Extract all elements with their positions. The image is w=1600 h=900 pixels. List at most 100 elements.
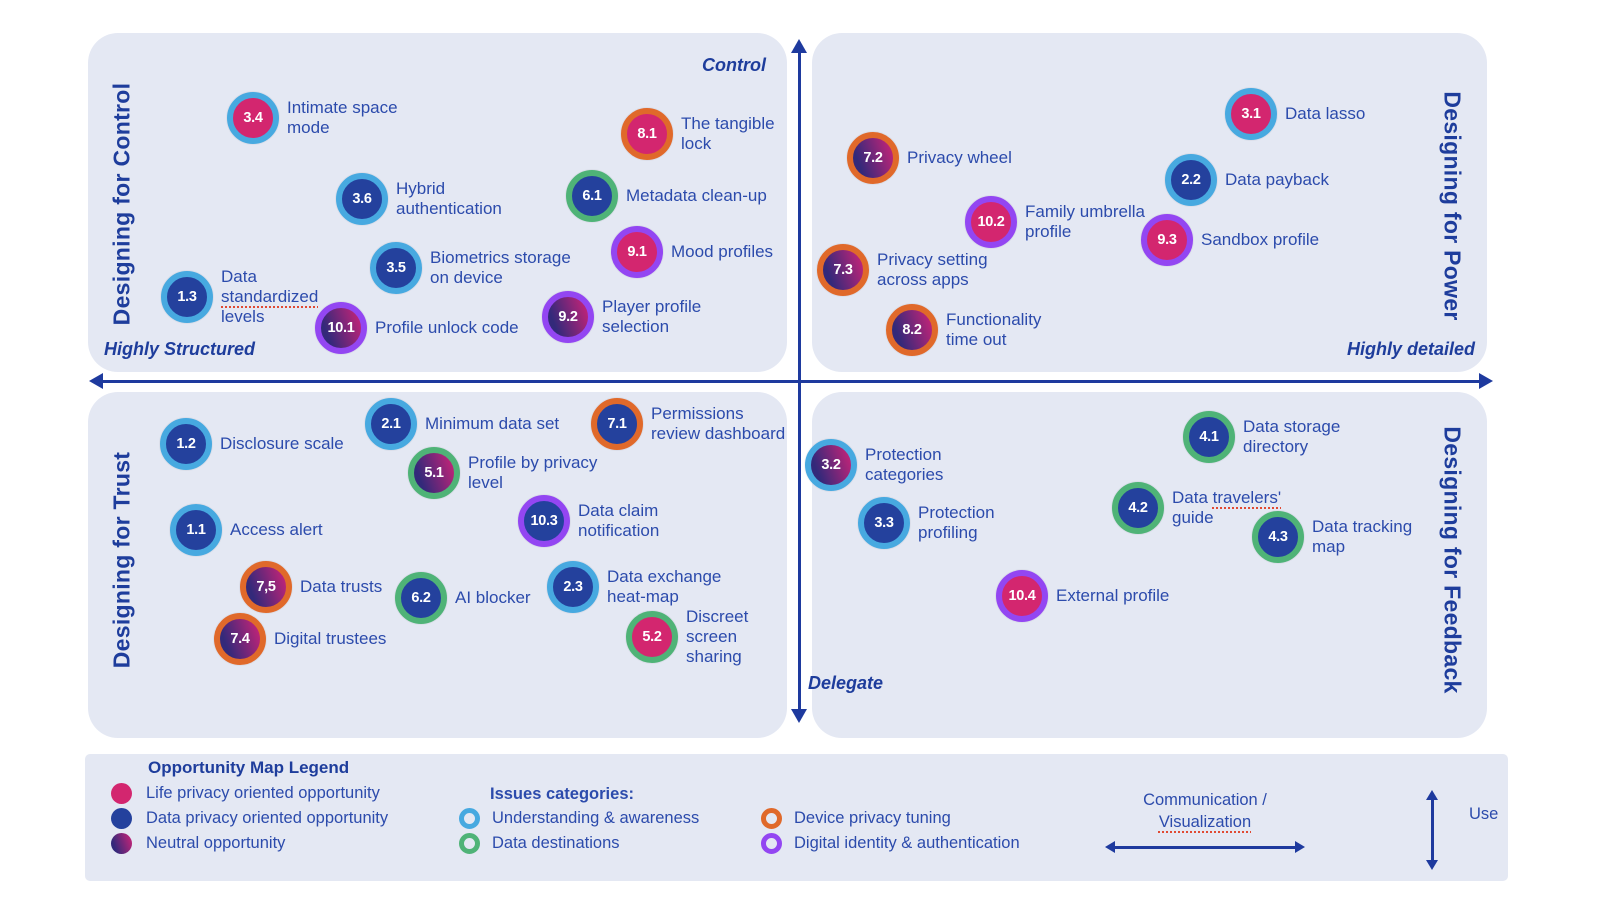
axis-label-highly-detailed: Highly detailed	[1347, 339, 1476, 359]
opportunity-label: Data exchange heat-map	[607, 567, 721, 607]
opportunity-badge: 10.1	[315, 302, 367, 354]
opportunity-label-line: heat-map	[607, 587, 679, 606]
legend-communication-line1: Communication /	[1143, 791, 1267, 809]
opportunity-number: 3.5	[386, 260, 406, 276]
opportunity-item: 5.2 Discreet screen sharing	[626, 607, 748, 666]
opportunity-item: 6.1 Metadata clean-up	[566, 170, 767, 222]
opportunity-item: 5.1 Profile by privacy level	[408, 447, 597, 499]
opportunity-item: 1.1 Access alert	[170, 504, 323, 556]
opportunity-badge: 10.3	[518, 495, 570, 547]
opportunity-item: 8.1 The tangible lock	[621, 108, 775, 160]
opportunity-label: Permissions review dashboard	[651, 404, 785, 444]
opportunity-item: 4.3 Data tracking map	[1252, 511, 1412, 563]
quadrant-panel-feedback	[812, 392, 1487, 738]
legend-ring-list-a: Understanding & awareness Data destinatio…	[459, 806, 699, 856]
opportunity-label-line: Player profile	[602, 297, 702, 316]
opportunity-label-line: levels	[221, 307, 265, 326]
opportunity-item: 7.2 Privacy wheel	[847, 132, 1012, 184]
neutral-dot-icon	[111, 833, 132, 854]
opportunity-label: Metadata clean-up	[626, 186, 767, 206]
axis-label-control: Control	[702, 55, 766, 75]
opportunity-label: Data claim notification	[578, 501, 659, 541]
opportunity-label-line: Access alert	[230, 520, 323, 539]
legend-ring-label: Digital identity & authentication	[794, 834, 1020, 852]
opportunity-label-line: Privacy setting	[877, 250, 988, 269]
opportunity-label: Minimum data set	[425, 414, 559, 434]
opportunity-label-line: Mood profiles	[671, 242, 774, 261]
opportunity-number: 3.4	[243, 110, 263, 126]
legend-fill-label: Data privacy oriented opportunity	[146, 809, 389, 827]
opportunity-badge: 2.2	[1165, 154, 1217, 206]
opportunity-label: Data standardized levels	[221, 267, 318, 327]
opportunity-badge: 1.3	[161, 271, 213, 323]
opportunity-number: 2.1	[381, 416, 401, 432]
opportunity-label: Biometrics storage on device	[430, 248, 571, 288]
opportunity-label-line: sharing	[686, 647, 742, 666]
legend-issues-title: Issues categories:	[490, 785, 634, 803]
opportunity-label: Digital trustees	[274, 629, 386, 649]
opportunity-label-line: Data	[221, 267, 257, 286]
legend-communication-line2: Visualization	[1085, 811, 1325, 833]
legend-ring-item: Digital identity & authentication	[761, 831, 1020, 856]
data-dot-icon	[111, 808, 132, 829]
opportunity-item: 3.5 Biometrics storage on device	[370, 242, 571, 294]
destinations-ring-icon	[459, 833, 480, 854]
opportunity-item: 7.4 Digital trustees	[214, 613, 386, 665]
opportunity-badge: 5.1	[408, 447, 460, 499]
opportunity-item: 10.2 Family umbrella profile	[965, 196, 1145, 248]
opportunity-label-line: level	[468, 473, 503, 492]
opportunity-item: 10.4 External profile	[996, 570, 1169, 622]
opportunity-number: 7.1	[607, 416, 627, 432]
opportunity-number: 1.1	[186, 522, 206, 538]
opportunity-item: 7.1 Permissions review dashboard	[591, 398, 785, 450]
opportunity-badge: 9.3	[1141, 214, 1193, 266]
opportunity-number: 4.3	[1268, 529, 1288, 545]
opportunity-label-line: profile	[1025, 222, 1072, 241]
opportunity-label-line: directory	[1243, 437, 1309, 456]
opportunity-badge: 6.1	[566, 170, 618, 222]
opportunity-label-line: lock	[681, 134, 712, 153]
opportunity-label-line: screen	[686, 627, 738, 646]
opportunity-badge: 9.1	[611, 226, 663, 278]
opportunity-label: Profile by privacy level	[468, 453, 597, 493]
opportunity-item: 1.2 Disclosure scale	[160, 418, 344, 470]
opportunity-label-line: Digital trustees	[274, 629, 387, 648]
opportunity-item: 10.3 Data claim notification	[518, 495, 659, 547]
opportunity-badge: 1.2	[160, 418, 212, 470]
opportunity-label-line: categories	[865, 465, 944, 484]
misspelled-word: travelers'	[1212, 488, 1282, 507]
opportunity-label: Functionality time out	[946, 310, 1041, 350]
opportunity-label-line: Functionality	[946, 310, 1042, 329]
opportunity-number: 3.1	[1241, 106, 1261, 122]
opportunity-item: 10.1 Profile unlock code	[315, 302, 519, 354]
misspelled-word: standardized	[221, 287, 319, 306]
opportunity-badge: 7.3	[817, 244, 869, 296]
opportunity-label: Data storage directory	[1243, 417, 1340, 457]
opportunity-label-line: time out	[946, 330, 1007, 349]
opportunity-badge: 1.1	[170, 504, 222, 556]
opportunity-item: 2.3 Data exchange heat-map	[547, 561, 721, 613]
opportunity-number: 10.4	[1008, 588, 1036, 604]
opportunity-item: 3.6 Hybrid authentication	[336, 173, 502, 225]
opportunity-item: 3.2 Protection categories	[805, 439, 943, 491]
quadrant-title-control: Designing for Control	[108, 82, 135, 326]
opportunity-label-line: Family umbrella	[1025, 202, 1145, 221]
opportunity-badge: 6.2	[395, 572, 447, 624]
opportunity-label-line: map	[1312, 537, 1346, 556]
legend-communication-label: Communication / Visualization	[1085, 789, 1325, 833]
opportunity-label-line: Hybrid	[396, 179, 446, 198]
opportunity-number: 4.1	[1199, 429, 1219, 445]
opportunity-number: 6.1	[582, 188, 602, 204]
opportunity-label-line: Biometrics storage	[430, 248, 571, 267]
opportunity-badge: 9.2	[542, 291, 594, 343]
life-dot-icon	[111, 783, 132, 804]
opportunity-number: 10.1	[327, 320, 355, 336]
opportunity-number: 8.2	[902, 322, 922, 338]
opportunity-badge: 3.5	[370, 242, 422, 294]
opportunity-label: Data tracking map	[1312, 517, 1412, 557]
opportunity-number: 10.2	[977, 214, 1005, 230]
opportunity-number: 6.2	[411, 590, 431, 606]
opportunity-label: Access alert	[230, 520, 323, 540]
opportunity-number: 3.6	[352, 191, 372, 207]
legend-title: Opportunity Map Legend	[148, 758, 350, 777]
